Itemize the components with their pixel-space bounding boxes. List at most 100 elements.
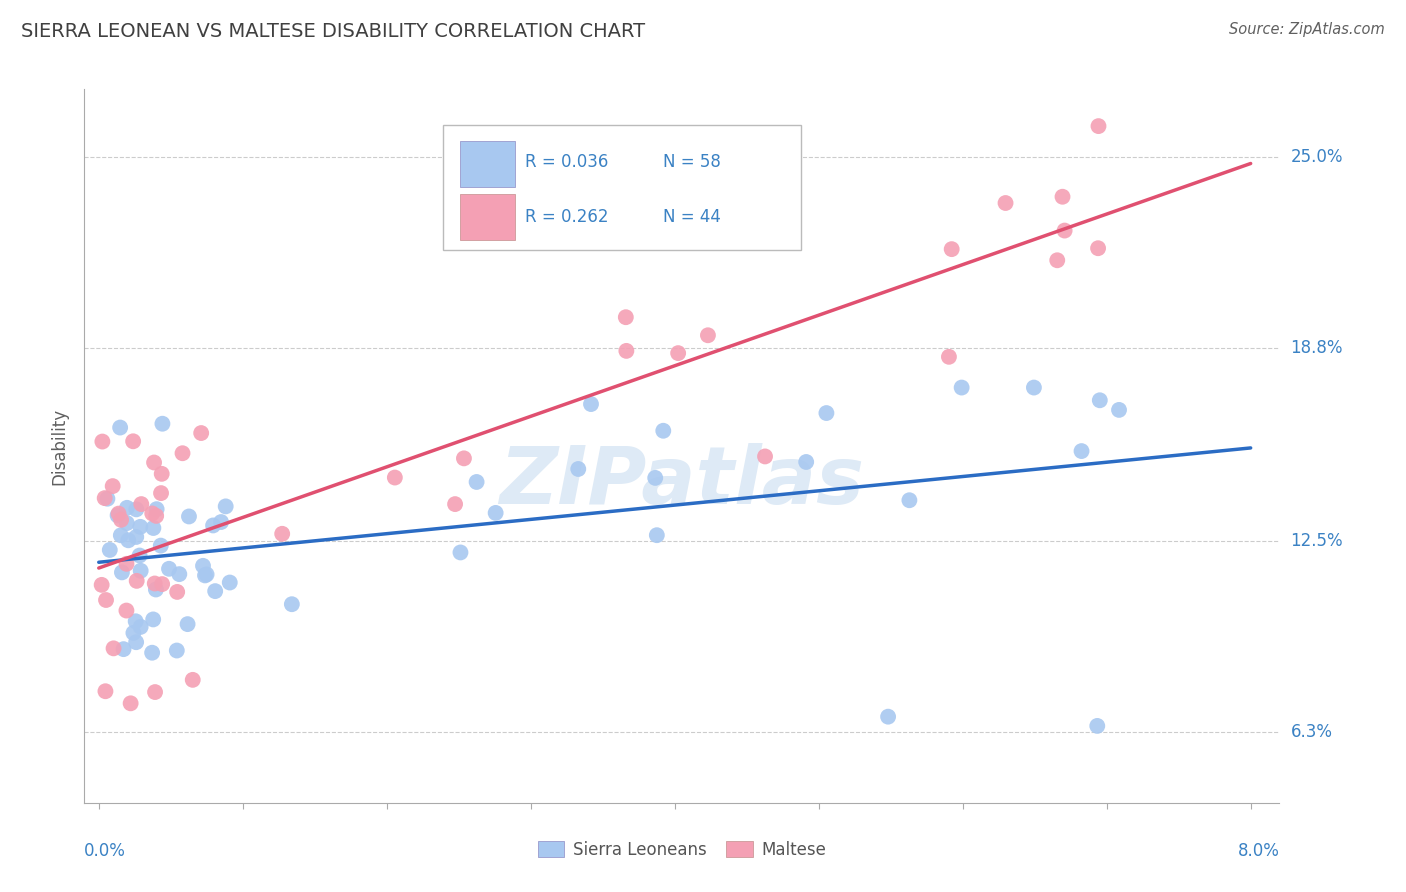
- Point: [91, 434, 114, 449]
- Point: [122, 626, 145, 640]
- Text: 6.3%: 6.3%: [1291, 723, 1333, 741]
- Point: [125, 530, 148, 544]
- Point: [172, 446, 194, 460]
- Point: [218, 575, 240, 590]
- Y-axis label: Disability: Disability: [51, 408, 69, 484]
- Point: [1108, 403, 1130, 417]
- Point: [169, 567, 191, 582]
- Legend: Sierra Leoneans, Maltese: Sierra Leoneans, Maltese: [531, 835, 832, 866]
- Point: [115, 500, 138, 515]
- Point: [90, 578, 112, 592]
- Point: [1088, 393, 1111, 408]
- Point: [157, 562, 180, 576]
- Point: [125, 574, 148, 588]
- Point: [209, 515, 232, 529]
- Text: 12.5%: 12.5%: [1291, 533, 1343, 550]
- Point: [614, 310, 637, 325]
- Point: [898, 493, 921, 508]
- Point: [110, 528, 132, 542]
- Point: [143, 456, 166, 470]
- Point: [215, 500, 238, 514]
- Text: Source: ZipAtlas.com: Source: ZipAtlas.com: [1229, 22, 1385, 37]
- Point: [129, 497, 152, 511]
- Point: [652, 424, 675, 438]
- Point: [122, 434, 145, 449]
- Point: [150, 486, 173, 500]
- Point: [938, 350, 960, 364]
- Point: [666, 346, 689, 360]
- Point: [150, 467, 173, 481]
- Point: [1087, 119, 1109, 133]
- Point: [1046, 253, 1069, 268]
- Point: [166, 643, 188, 657]
- Point: [202, 518, 225, 533]
- Point: [108, 420, 131, 434]
- Point: [1070, 444, 1092, 458]
- Point: [281, 597, 304, 611]
- Point: [112, 642, 135, 657]
- FancyBboxPatch shape: [460, 194, 515, 240]
- Point: [129, 564, 152, 578]
- Point: [1053, 223, 1076, 237]
- Point: [194, 568, 217, 582]
- Point: [1085, 719, 1108, 733]
- Point: [145, 502, 167, 516]
- Point: [125, 635, 148, 649]
- Point: [815, 406, 838, 420]
- Point: [994, 196, 1017, 211]
- Point: [125, 502, 148, 516]
- Point: [877, 709, 900, 723]
- Point: [120, 696, 142, 710]
- Point: [450, 545, 472, 559]
- Point: [103, 641, 125, 656]
- Point: [93, 491, 115, 505]
- Point: [141, 507, 163, 521]
- Point: [94, 684, 117, 698]
- Point: [453, 451, 475, 466]
- FancyBboxPatch shape: [443, 125, 801, 250]
- Point: [107, 508, 129, 523]
- Point: [96, 491, 118, 506]
- Text: N = 58: N = 58: [662, 153, 721, 171]
- Text: SIERRA LEONEAN VS MALTESE DISABILITY CORRELATION CHART: SIERRA LEONEAN VS MALTESE DISABILITY COR…: [21, 22, 645, 41]
- Point: [1087, 241, 1109, 255]
- Point: [177, 509, 200, 524]
- Point: [115, 557, 138, 571]
- Point: [195, 567, 218, 582]
- Point: [107, 507, 129, 521]
- Point: [150, 577, 173, 591]
- Point: [754, 450, 776, 464]
- Point: [485, 506, 508, 520]
- Point: [125, 615, 148, 629]
- Point: [579, 397, 602, 411]
- Point: [794, 455, 817, 469]
- Point: [697, 328, 720, 343]
- Point: [111, 566, 134, 580]
- Point: [115, 603, 138, 617]
- Point: [115, 516, 138, 530]
- Point: [117, 533, 139, 548]
- Point: [1022, 380, 1045, 394]
- Point: [271, 526, 294, 541]
- Point: [129, 520, 152, 534]
- FancyBboxPatch shape: [460, 142, 515, 187]
- Text: 18.8%: 18.8%: [1291, 339, 1343, 357]
- Point: [141, 646, 163, 660]
- Point: [149, 539, 172, 553]
- Point: [191, 558, 214, 573]
- Text: 25.0%: 25.0%: [1291, 148, 1343, 166]
- Point: [644, 471, 666, 485]
- Point: [129, 620, 152, 634]
- Text: R = 0.036: R = 0.036: [526, 153, 609, 171]
- Point: [176, 617, 198, 632]
- Point: [1052, 190, 1074, 204]
- Point: [190, 425, 212, 440]
- Text: R = 0.262: R = 0.262: [526, 208, 609, 226]
- Point: [444, 497, 467, 511]
- Point: [152, 417, 174, 431]
- Point: [465, 475, 488, 489]
- Text: ZIPatlas: ZIPatlas: [499, 442, 865, 521]
- Point: [145, 508, 167, 523]
- Point: [128, 549, 150, 563]
- Point: [110, 513, 132, 527]
